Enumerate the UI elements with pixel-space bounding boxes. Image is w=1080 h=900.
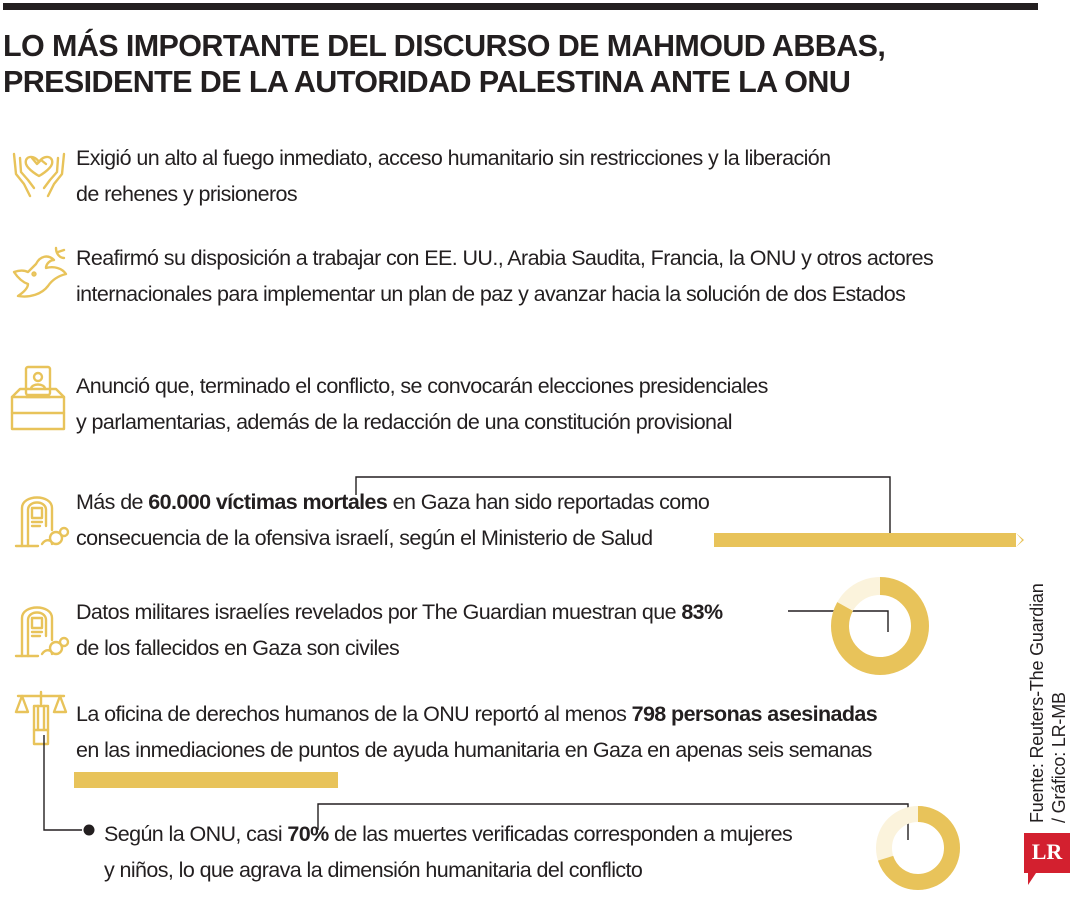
ballot-box-icon [8,363,68,433]
item-line: consecuencia de la ofensiva israelí, seg… [76,526,653,550]
item-ceasefire: Exigió un alto al fuego inmediato, acces… [76,140,831,212]
aid-killed-bar [74,772,338,788]
bullet-dot-icon [83,824,95,836]
title-line-2: PRESIDENTE DE LA AUTORIDAD PALESTINA ANT… [3,65,851,99]
women-children-donut-track [876,806,960,890]
highlight-victims: 60.000 víctimas mortales [148,490,388,514]
item-line: Datos militares israelíes revelados por … [76,594,723,630]
civilians-donut-value [831,577,929,675]
item-line: Anunció que, terminado el conflicto, se … [76,374,768,398]
civilians-donut-track [831,577,929,675]
top-rule [3,3,1038,10]
item-line: Según la ONU, casi 70% de las muertes ve… [104,816,793,852]
hands-heart-globe-icon [10,140,68,198]
item-elections: Anunció que, terminado el conflicto, se … [76,368,768,440]
item-victims: Más de 60.000 víctimas mortales en Gaza … [76,484,710,556]
text-segment: en Gaza han sido reportadas como [387,490,710,514]
women-children-donut-value [876,806,960,890]
logo-text: LR [1031,839,1063,864]
item-line: y niños, lo que agrava la dimensión huma… [104,858,643,882]
item-line: Exigió un alto al fuego inmediato, acces… [76,146,831,170]
item-line: de los fallecidos en Gaza son civiles [76,636,400,660]
victims-bar-arrow [1016,533,1024,547]
page-title: LO MÁS IMPORTANTE DEL DISCURSO DE MAHMOU… [3,28,1043,100]
item-line: La oficina de derechos humanos de la ONU… [76,696,878,732]
highlight-civilians-percent: 83% [681,600,723,624]
item-women-children: Según la ONU, casi 70% de las muertes ve… [104,816,793,888]
highlight-women-children-percent: 70% [287,822,329,846]
item-aid-points: La oficina de derechos humanos de la ONU… [76,696,878,768]
dove-icon [10,246,70,304]
item-line: internacionales para implementar un plan… [76,282,906,306]
victims-bar [714,533,1016,547]
source-line-1: Fuente: Reuters-The Guardian [1027,583,1047,823]
lr-logo: LR [1024,833,1070,885]
item-line: en las inmediaciones de puntos de ayuda … [76,738,872,762]
justice-scales-icon [14,690,68,746]
item-line: y parlamentarias, además de la redacción… [76,410,733,434]
item-line: de rehenes y prisioneros [76,182,298,206]
text-segment: Más de [76,490,149,514]
source-credit: Fuente: Reuters-The Guardian / Gráfico: … [1026,533,1076,823]
item-line: Reafirmó su disposición a trabajar con E… [76,246,934,270]
item-civilians: Datos militares israelíes revelados por … [76,594,723,666]
gravestone-flowers-icon [12,596,72,662]
title-line-1: LO MÁS IMPORTANTE DEL DISCURSO DE MAHMOU… [3,29,886,63]
item-peace-plan: Reafirmó su disposición a trabajar con E… [76,240,934,312]
source-line-2: / Gráfico: LR-MB [1049,692,1069,823]
civilians-connector-line [788,610,889,632]
text-segment: La oficina de derechos humanos de la ONU… [76,702,632,726]
text-segment: Según la ONU, casi [104,822,288,846]
gravestone-flowers-icon [12,486,72,552]
text-segment: Datos militares israelíes revelados por … [76,600,682,624]
text-segment: de las muertes verificadas corresponden … [328,822,793,846]
highlight-aid-killed: 798 personas asesinadas [631,702,878,726]
item-line: Más de 60.000 víctimas mortales en Gaza … [76,484,710,520]
